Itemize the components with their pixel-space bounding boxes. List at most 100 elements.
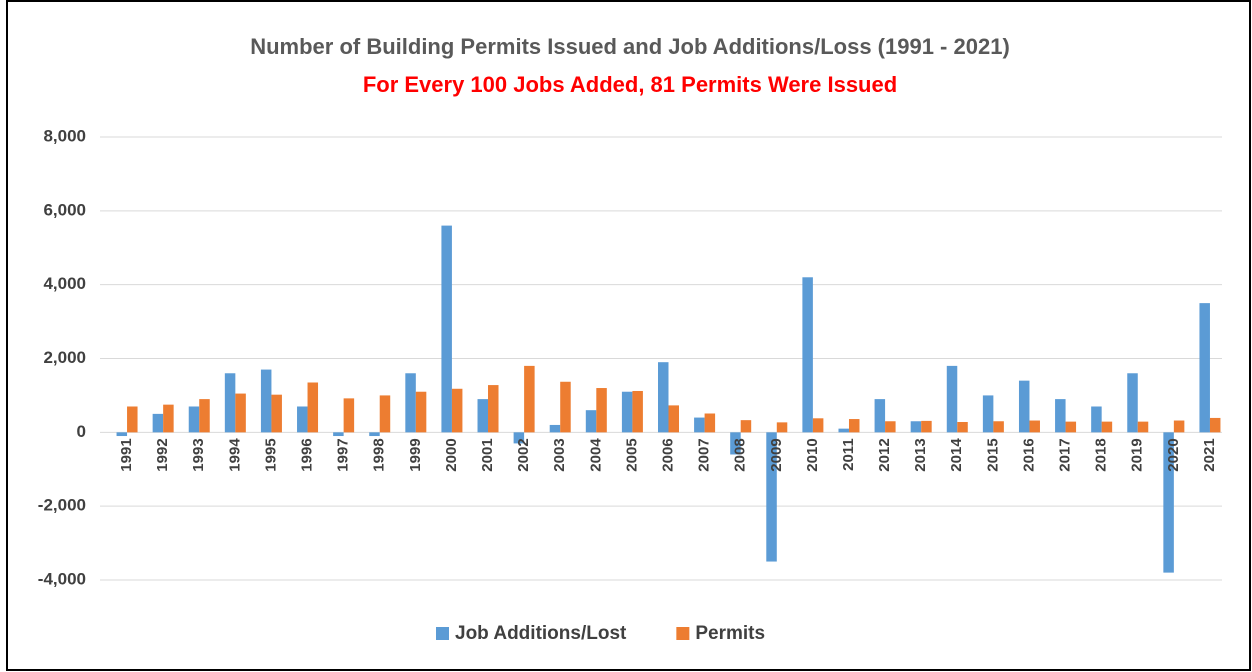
bar — [152, 413, 164, 433]
bar — [585, 410, 597, 433]
x-tick-label: 1991 — [118, 438, 135, 471]
x-tick-label: 1995 — [262, 438, 279, 471]
bar — [415, 391, 427, 433]
bar — [1055, 399, 1066, 433]
bar — [838, 428, 849, 433]
bar — [488, 385, 499, 433]
bar — [271, 394, 282, 433]
legend-swatch — [436, 627, 449, 640]
bar — [596, 388, 607, 433]
x-tick-label: 2018 — [1093, 438, 1110, 471]
x-tick-label: 1992 — [154, 438, 171, 471]
bar — [957, 421, 968, 433]
x-tick-label: 2003 — [551, 438, 568, 471]
bar — [885, 421, 896, 433]
bar — [441, 225, 452, 433]
x-tick-label: 2006 — [659, 438, 676, 471]
x-tick-label: 2009 — [768, 438, 785, 471]
bar — [513, 432, 525, 444]
bar — [1163, 432, 1174, 573]
x-tick-label: 2012 — [876, 438, 893, 471]
bar — [766, 432, 777, 562]
legend-label: Permits — [695, 623, 765, 644]
bar — [1173, 420, 1185, 433]
bar — [874, 399, 886, 433]
bar — [307, 382, 319, 433]
bar — [946, 365, 958, 433]
bar — [199, 399, 210, 433]
bar — [116, 432, 128, 437]
bar — [333, 432, 344, 437]
bar — [297, 406, 308, 433]
bar — [405, 373, 416, 433]
bar — [694, 417, 705, 433]
x-tick-label: 2010 — [804, 438, 821, 471]
bar — [848, 419, 860, 433]
bar — [224, 373, 236, 433]
x-tick-label: 2002 — [515, 438, 532, 471]
chart-title: Number of Building Permits Issued and Jo… — [250, 34, 1010, 59]
bar — [658, 362, 669, 433]
legend-swatch — [676, 627, 690, 640]
bar — [235, 393, 246, 433]
bar — [1091, 406, 1102, 433]
bar — [812, 418, 824, 433]
bar — [910, 421, 922, 433]
x-tick-label: 1993 — [190, 438, 207, 471]
bar — [1137, 421, 1149, 433]
y-tick-label: 8,000 — [43, 126, 86, 145]
x-tick-label: 2007 — [696, 438, 713, 471]
x-tick-label: 2015 — [984, 438, 1001, 471]
x-tick-label: 1996 — [299, 438, 316, 471]
bar — [982, 395, 994, 433]
y-tick-label: 4,000 — [43, 274, 86, 293]
bar — [802, 277, 813, 433]
bar — [127, 406, 138, 433]
y-tick-label: 0 — [77, 422, 86, 441]
bar — [379, 395, 391, 433]
x-tick-label: 2020 — [1165, 438, 1182, 471]
bar — [632, 390, 643, 433]
chart-subtitle: For Every 100 Jobs Added, 81 Permits Wer… — [363, 72, 897, 97]
x-tick-label: 2014 — [948, 438, 965, 472]
x-tick-label: 2001 — [479, 438, 496, 471]
bar — [621, 391, 633, 433]
bar — [524, 365, 535, 433]
y-tick-label: 2,000 — [43, 348, 86, 367]
x-tick-label: 2011 — [840, 438, 857, 471]
bar — [343, 398, 355, 433]
bar — [188, 406, 200, 433]
x-tick-label: 1997 — [335, 438, 352, 471]
bar — [1029, 420, 1040, 433]
bar — [1065, 421, 1077, 433]
chart-frame — [6, 0, 1251, 671]
bar — [730, 432, 741, 455]
bar — [993, 421, 1004, 433]
x-tick-label: 2005 — [623, 438, 640, 471]
bar — [921, 420, 932, 433]
x-tick-label: 2004 — [587, 438, 604, 472]
bar — [549, 424, 561, 433]
bar — [704, 413, 716, 433]
x-tick-label: 2017 — [1057, 438, 1074, 471]
x-tick-label: 2013 — [912, 438, 929, 471]
bar — [451, 388, 463, 433]
bar — [668, 405, 679, 433]
y-tick-label: -4,000 — [38, 569, 86, 588]
bar — [477, 399, 489, 433]
bar — [1199, 303, 1210, 433]
bar — [776, 422, 788, 433]
y-tick-label: 6,000 — [43, 200, 86, 219]
x-tick-label: 1998 — [371, 438, 388, 471]
bar — [1127, 373, 1138, 433]
bar — [1018, 380, 1030, 433]
bar — [1101, 421, 1113, 433]
bar — [369, 432, 380, 437]
legend-label: Job Additions/Lost — [455, 623, 627, 644]
bar — [740, 420, 752, 433]
bar — [260, 369, 272, 433]
y-tick-label: -2,000 — [38, 496, 86, 515]
bar — [1209, 417, 1221, 433]
x-tick-label: 2008 — [732, 438, 749, 471]
